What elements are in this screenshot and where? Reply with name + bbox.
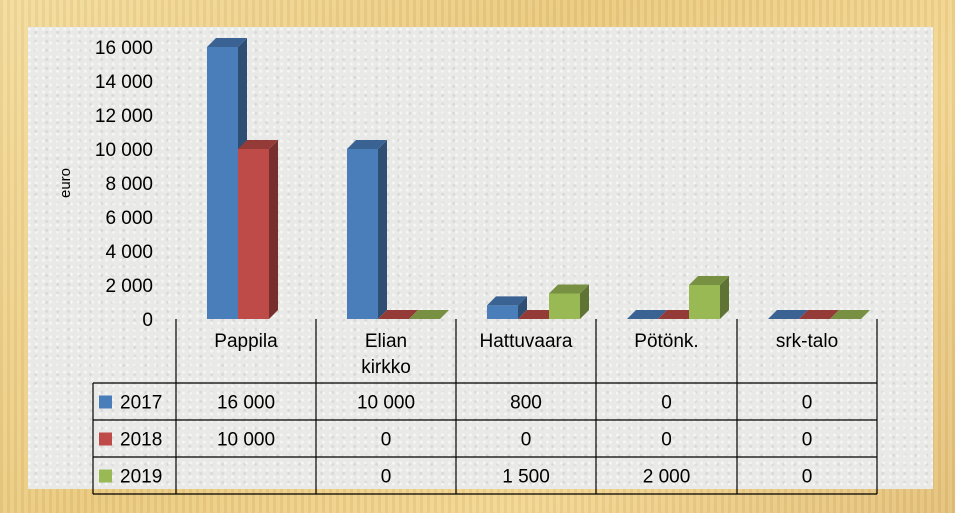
category-label: Hattuvaara (480, 331, 573, 352)
data-label: 16 000 (217, 393, 275, 414)
category-label: Pötönk. (634, 331, 698, 352)
bar-top (518, 310, 558, 319)
bar-top (238, 140, 278, 149)
y-tick-label: 10 000 (95, 140, 153, 161)
bar-side (378, 140, 387, 319)
chart-panel (28, 27, 933, 489)
data-label: 0 (802, 467, 813, 488)
legend-swatch-2017 (99, 395, 112, 409)
category-label: Elian (365, 331, 407, 352)
legend-swatch-2018 (99, 432, 112, 446)
y-tick-label: 0 (142, 310, 153, 331)
legend-label: 2019 (120, 467, 162, 488)
data-label: 0 (661, 393, 672, 414)
bar-top (549, 284, 589, 294)
data-label: 0 (802, 430, 813, 451)
data-label: 0 (802, 393, 813, 414)
legend-swatch-2019 (99, 469, 112, 483)
data-label: 10 000 (217, 430, 275, 451)
y-tick-label: 8 000 (105, 174, 153, 195)
bar-top (689, 276, 729, 285)
data-label: 1 500 (502, 467, 550, 488)
bar-side (269, 140, 278, 319)
y-tick-label: 16 000 (95, 38, 153, 59)
data-label: 10 000 (357, 393, 415, 414)
bar-top (409, 310, 449, 319)
data-label: 0 (521, 430, 532, 451)
bar-side (720, 276, 729, 319)
data-label: 0 (661, 430, 672, 451)
bar-2019 (689, 285, 720, 319)
bar-2017 (487, 305, 518, 319)
bar-top (347, 140, 387, 149)
data-label: 0 (381, 430, 392, 451)
y-tick-label: 12 000 (95, 106, 153, 127)
bar-top (487, 296, 527, 306)
data-label: 800 (510, 393, 542, 414)
bar-top (378, 310, 418, 319)
y-axis-title: euro (57, 168, 74, 198)
y-tick-label: 2 000 (105, 276, 153, 297)
bar-2017 (347, 149, 378, 319)
data-label: 0 (381, 467, 392, 488)
bar-2018 (238, 149, 269, 319)
category-label: srk-talo (776, 331, 838, 352)
bar-side (580, 284, 589, 319)
legend-label: 2018 (120, 430, 162, 451)
category-label: kirkko (361, 357, 411, 378)
bar-side (518, 296, 527, 319)
bar-top (207, 38, 247, 47)
y-tick-label: 4 000 (105, 242, 153, 263)
bar-2017 (207, 47, 238, 319)
legend-label: 2017 (120, 393, 162, 414)
bar-top (768, 310, 808, 319)
category-label: Pappila (214, 331, 278, 352)
bar-top (658, 310, 698, 319)
y-tick-label: 6 000 (105, 208, 153, 229)
bar-2019 (549, 293, 580, 319)
bar-top (830, 310, 870, 319)
y-tick-label: 14 000 (95, 72, 153, 93)
data-label: 2 000 (643, 467, 691, 488)
bar-top (627, 310, 667, 319)
bar-top (799, 310, 839, 319)
